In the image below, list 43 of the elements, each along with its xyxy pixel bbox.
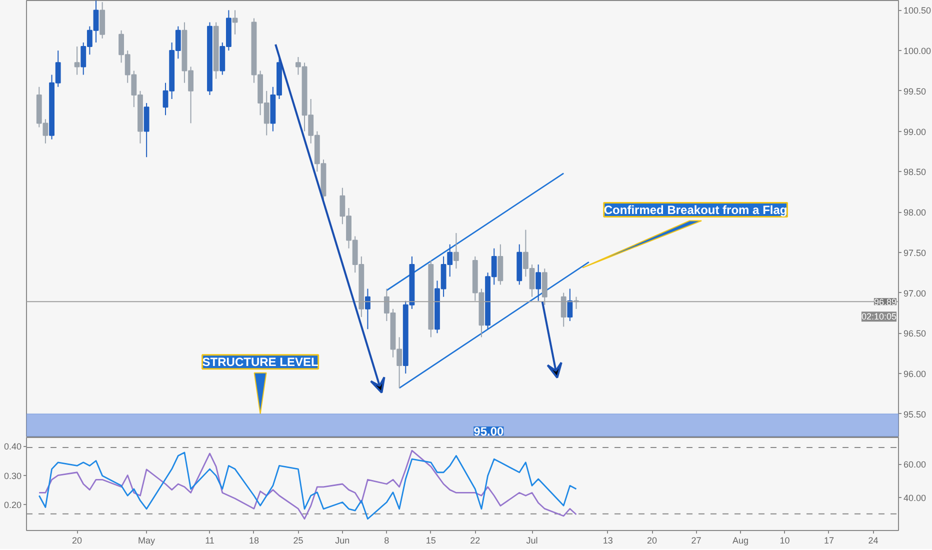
x-tick-label: 13: [602, 536, 613, 546]
x-tick-label: 20: [647, 536, 658, 546]
x-tick-label: 22: [470, 536, 480, 546]
x-tick-label: 24: [868, 536, 878, 546]
candlestick: [536, 264, 542, 302]
y-tick-label: 98.00: [904, 208, 926, 218]
y-tick-label: 100.00: [904, 46, 932, 56]
ref-line-label: 96.89: [874, 297, 897, 308]
y-tick-label: 97.50: [904, 248, 926, 258]
candlestick: [560, 292, 566, 328]
x-tick-label: 27: [691, 536, 702, 546]
y-tick-label: 97.00: [904, 288, 926, 298]
y-tick-label: 0.40: [4, 442, 22, 452]
candlestick: [567, 288, 573, 322]
x-tick-label: Jun: [335, 536, 350, 546]
y2-tick-label: 40.00: [904, 492, 926, 503]
x-tick-label: 20: [72, 536, 82, 546]
y-tick-label: 96.00: [904, 369, 926, 380]
x-tick-label: 18: [248, 536, 259, 546]
x-tick-label: Jul: [526, 536, 538, 546]
x-tick-label: May: [138, 536, 156, 546]
y-tick-label: 98.50: [904, 167, 926, 178]
candlestick: [74, 46, 80, 76]
y-tick-label: 99.50: [904, 86, 926, 96]
y-tick-label: 0.20: [4, 500, 22, 510]
y-tick-label: 95.50: [904, 409, 926, 420]
x-tick-label: 25: [293, 536, 304, 546]
y-tick-label: 96.50: [904, 328, 926, 339]
x-tick-label: 8: [384, 536, 390, 546]
x-tick-label: 17: [824, 536, 834, 546]
x-tick-label: Aug: [732, 536, 749, 546]
candlestick: [453, 232, 459, 270]
annotation: 02:10:05: [861, 312, 897, 322]
band-label: 95.00: [474, 424, 504, 438]
candlestick: [365, 288, 370, 330]
y2-tick-label: 60.00: [904, 460, 926, 470]
x-tick-label: 10: [780, 536, 790, 546]
y-tick-label: 99.00: [904, 126, 926, 137]
x-tick-label: 11: [205, 536, 214, 546]
y-tick-label: 0.30: [4, 470, 22, 481]
candlestick: [232, 10, 238, 35]
y-tick-label: 100.50: [904, 6, 932, 16]
x-tick-label: 15: [426, 536, 436, 546]
